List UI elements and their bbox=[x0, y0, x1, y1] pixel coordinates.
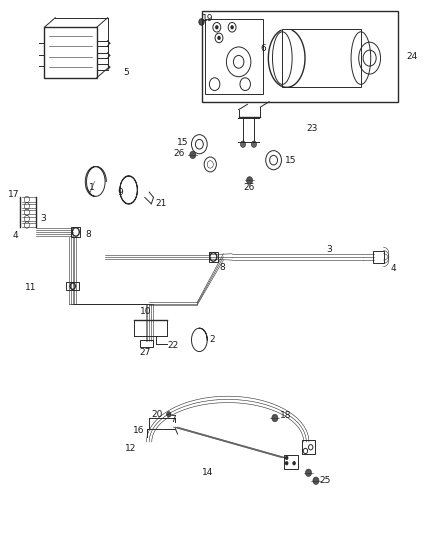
Bar bbox=[205, 19, 263, 94]
Circle shape bbox=[247, 176, 253, 184]
Text: 6: 6 bbox=[261, 44, 266, 53]
Circle shape bbox=[313, 477, 319, 484]
Text: 8: 8 bbox=[86, 230, 92, 239]
Text: 4: 4 bbox=[13, 231, 18, 240]
Text: 9: 9 bbox=[117, 188, 123, 197]
Bar bbox=[140, 340, 152, 348]
Text: 16: 16 bbox=[133, 426, 145, 435]
Text: 3: 3 bbox=[40, 214, 46, 223]
Text: 26: 26 bbox=[243, 183, 254, 192]
Text: 14: 14 bbox=[201, 469, 213, 477]
Text: 26: 26 bbox=[173, 149, 185, 158]
Text: 10: 10 bbox=[141, 307, 152, 316]
Circle shape bbox=[217, 36, 221, 40]
Bar bbox=[71, 227, 80, 237]
Circle shape bbox=[272, 414, 278, 422]
Text: 20: 20 bbox=[151, 410, 162, 419]
Circle shape bbox=[199, 19, 204, 25]
Text: 4: 4 bbox=[391, 264, 396, 272]
Text: 3: 3 bbox=[326, 245, 332, 254]
Bar bbox=[66, 282, 79, 290]
Circle shape bbox=[215, 25, 219, 29]
Text: 15: 15 bbox=[177, 138, 188, 147]
Bar bbox=[209, 252, 218, 262]
Text: 25: 25 bbox=[319, 477, 331, 485]
Text: 15: 15 bbox=[285, 156, 296, 165]
Text: 12: 12 bbox=[125, 444, 136, 453]
Text: 7: 7 bbox=[170, 415, 176, 424]
Circle shape bbox=[285, 456, 288, 460]
Text: 8: 8 bbox=[220, 263, 226, 272]
Text: 17: 17 bbox=[7, 190, 19, 199]
Bar bbox=[201, 11, 398, 102]
Text: 23: 23 bbox=[306, 124, 318, 133]
Bar bbox=[285, 455, 297, 469]
Bar bbox=[283, 29, 361, 87]
Bar bbox=[302, 440, 315, 454]
Circle shape bbox=[190, 151, 196, 159]
Text: 19: 19 bbox=[202, 14, 214, 23]
Text: 1: 1 bbox=[89, 183, 95, 192]
Circle shape bbox=[285, 461, 288, 465]
Text: 22: 22 bbox=[167, 341, 179, 350]
Text: 18: 18 bbox=[280, 411, 292, 420]
Circle shape bbox=[305, 469, 311, 477]
Text: 24: 24 bbox=[407, 52, 418, 61]
Text: 2: 2 bbox=[209, 335, 215, 344]
Circle shape bbox=[230, 25, 234, 29]
Bar bbox=[373, 251, 384, 263]
Circle shape bbox=[251, 141, 257, 148]
Text: 21: 21 bbox=[155, 199, 167, 208]
Text: 5: 5 bbox=[123, 68, 129, 77]
Text: 11: 11 bbox=[25, 283, 36, 292]
Circle shape bbox=[166, 411, 171, 417]
Text: 27: 27 bbox=[140, 348, 151, 357]
Circle shape bbox=[240, 141, 246, 148]
Circle shape bbox=[292, 461, 296, 465]
